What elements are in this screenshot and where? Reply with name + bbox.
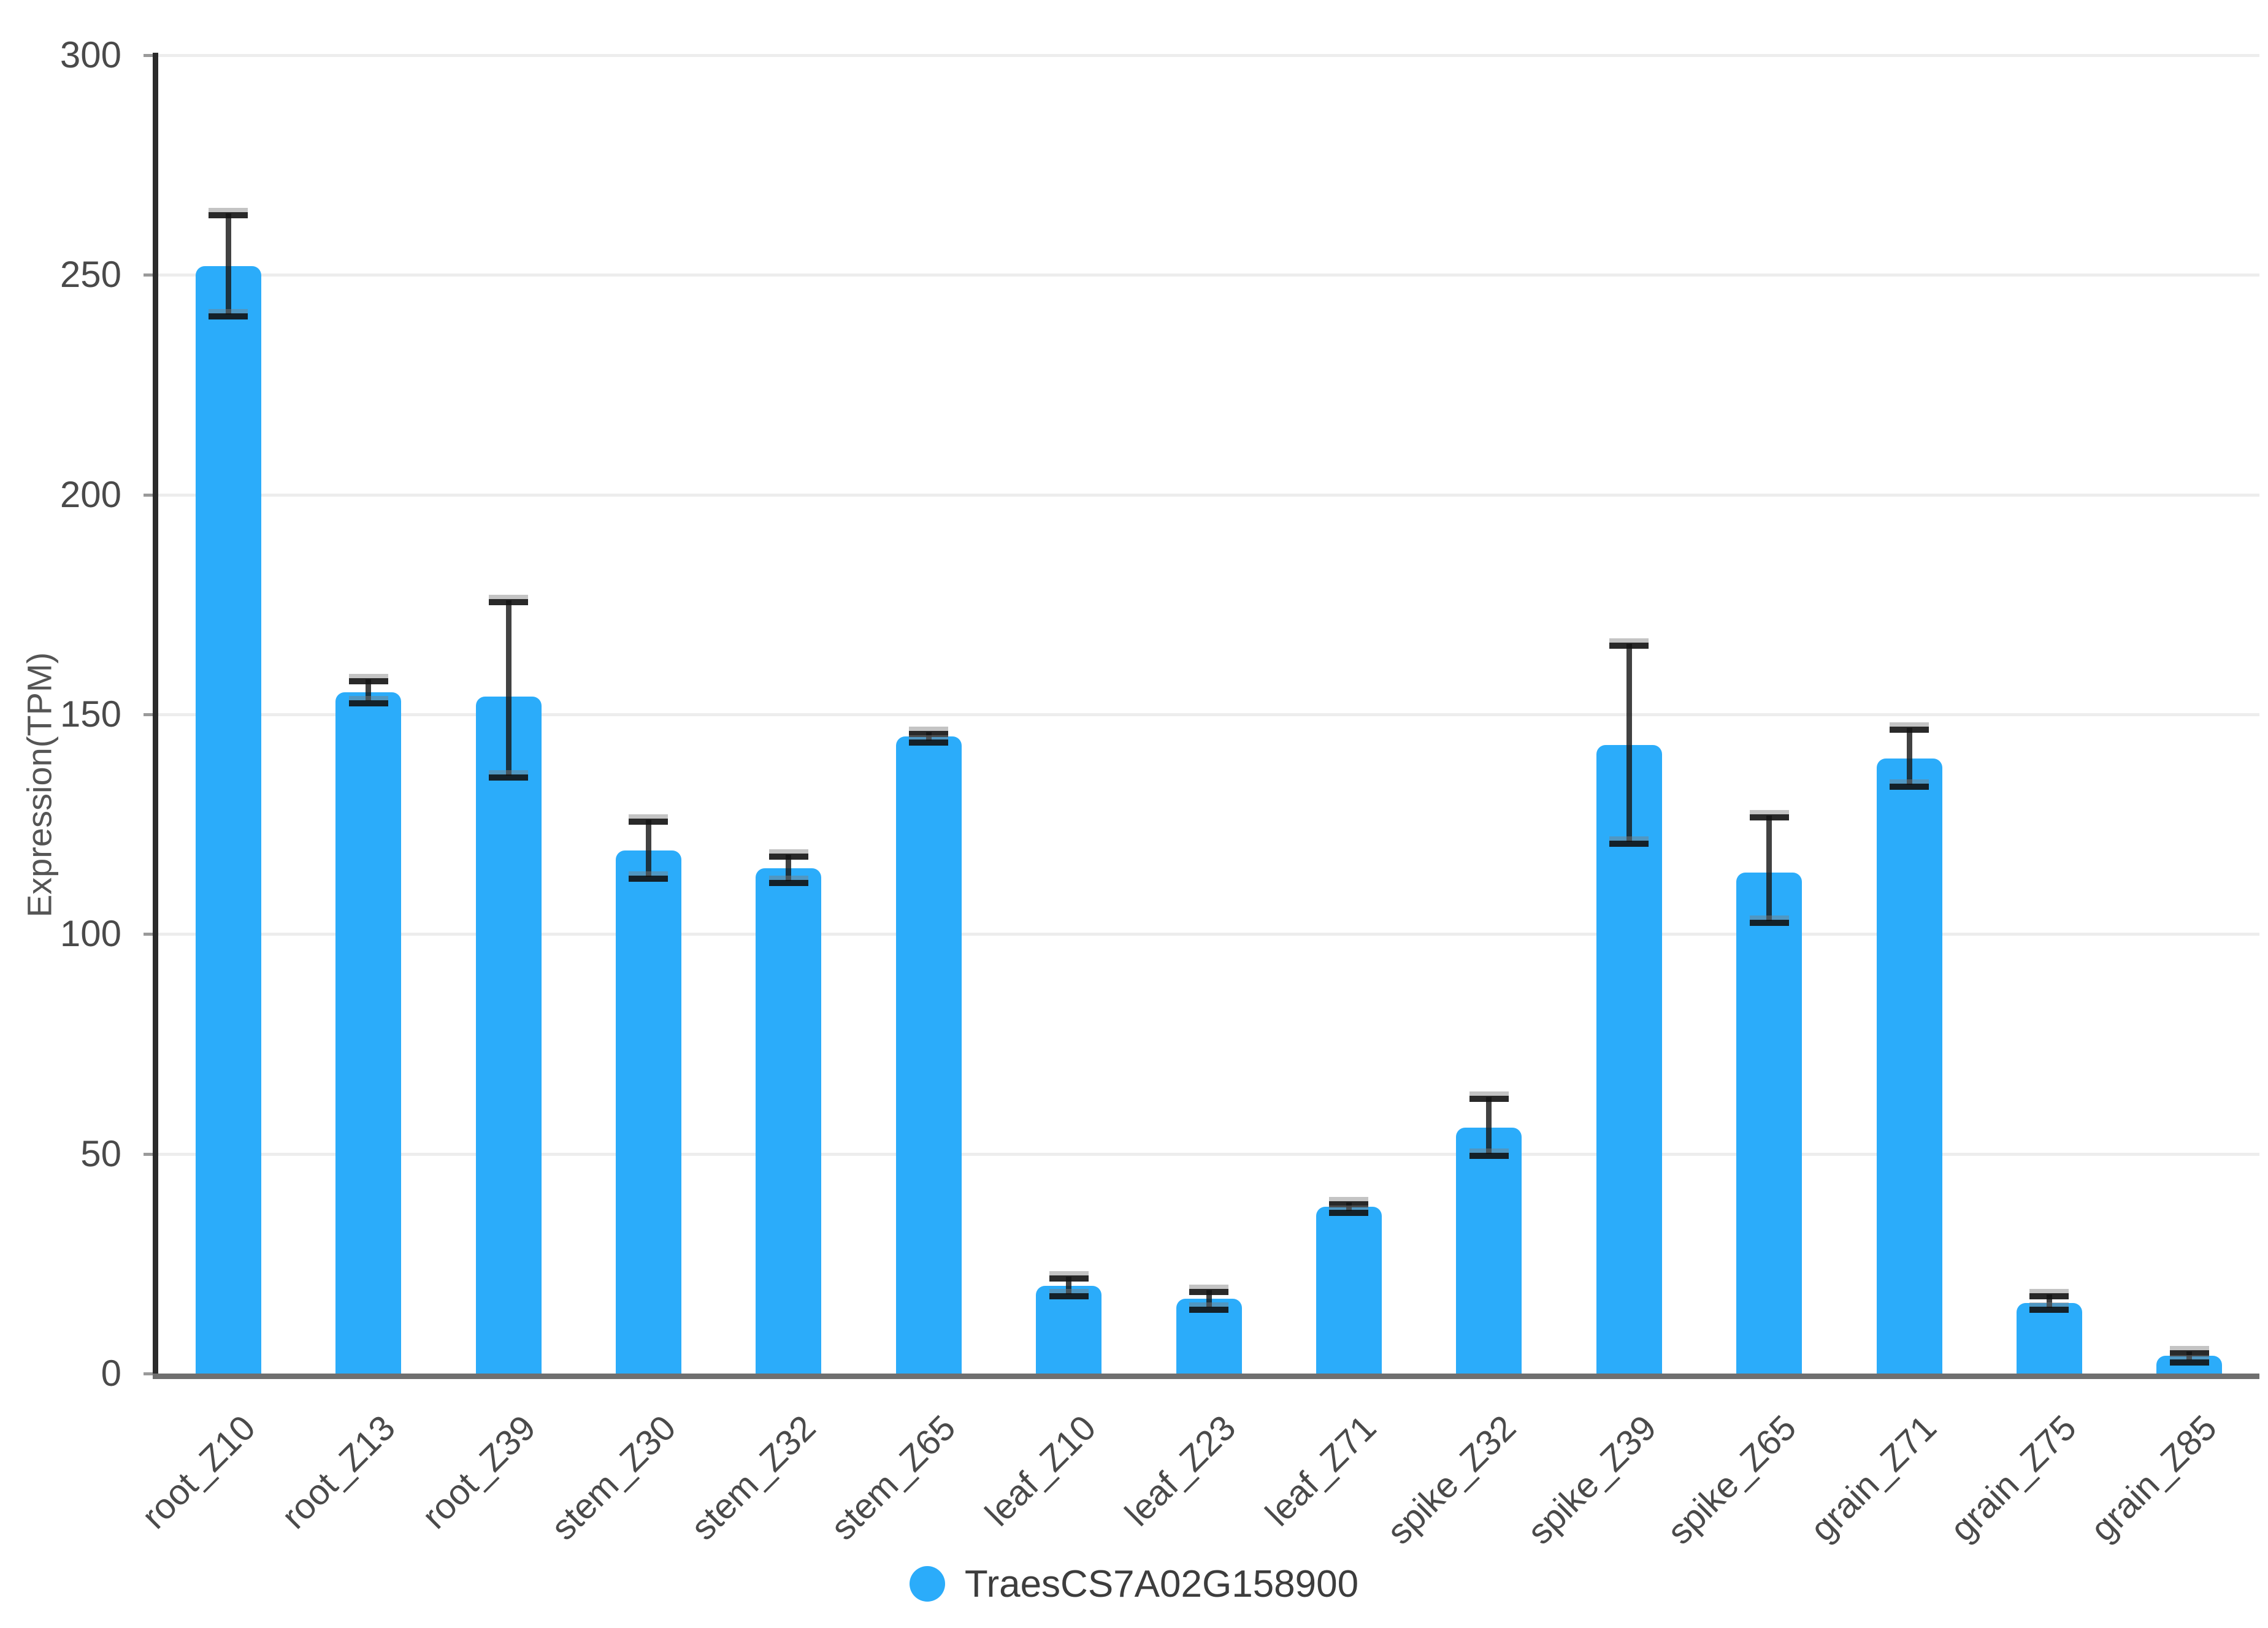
- x-tick-label-text: grain_Z85: [2082, 1407, 2224, 1550]
- x-tick-label-text: spike_Z39: [1519, 1407, 1664, 1552]
- x-tick-label-text: root_Z10: [134, 1407, 263, 1537]
- error-bar-cap-bottom: [629, 871, 669, 882]
- bar[interactable]: [2016, 1303, 2082, 1374]
- error-bar-cap-top: [2029, 1289, 2069, 1299]
- bar[interactable]: [1316, 1206, 1382, 1374]
- error-bar-whisker: [2046, 1294, 2052, 1308]
- error-bar-cap-bottom: [1189, 1302, 1228, 1313]
- y-axis-tick: [144, 1372, 153, 1375]
- x-tick-label-text: stem_Z32: [683, 1407, 824, 1548]
- error-bar-cap-bottom: [209, 308, 248, 319]
- x-tick-label-text: leaf_Z10: [977, 1407, 1104, 1534]
- y-tick-label: 150: [59, 694, 121, 735]
- x-tick-label-text: root_Z13: [274, 1407, 404, 1537]
- error-bar-cap-top: [209, 208, 248, 218]
- error-bar-whisker: [1066, 1277, 1072, 1294]
- error-bar-cap-top: [2169, 1346, 2209, 1357]
- y-tick-label: 250: [59, 254, 121, 296]
- bar[interactable]: [1036, 1285, 1102, 1374]
- error-bar-whisker: [225, 213, 231, 315]
- error-bar-cap-bottom: [2029, 1302, 2069, 1313]
- y-axis-tick: [144, 493, 153, 497]
- x-tick-label-text: leaf_Z23: [1117, 1407, 1244, 1534]
- x-tick-label-text: root_Z39: [414, 1407, 543, 1537]
- x-tick-label-text: grain_Z75: [1942, 1407, 2085, 1550]
- y-axis-tick: [144, 273, 153, 277]
- error-bar-whisker: [1486, 1096, 1492, 1154]
- bar[interactable]: [1596, 745, 1662, 1374]
- y-tick-label: 200: [59, 473, 121, 515]
- error-bar-cap-bottom: [1469, 1148, 1509, 1159]
- error-bar-cap-top: [768, 849, 808, 860]
- y-axis-tick: [144, 1152, 153, 1156]
- bar[interactable]: [1736, 873, 1803, 1374]
- y-tick-label: 100: [59, 913, 121, 955]
- legend-item[interactable]: TraesCS7A02G158900: [909, 1562, 1359, 1606]
- gridline: [158, 713, 2259, 716]
- error-bar-cap-bottom: [489, 770, 528, 781]
- y-axis-tick: [144, 713, 153, 716]
- error-bar-cap-top: [1749, 809, 1789, 820]
- error-bar-cap-top: [489, 594, 528, 605]
- legend-label: TraesCS7A02G158900: [964, 1562, 1359, 1605]
- error-bar-whisker: [505, 600, 511, 776]
- x-tick-label-text: stem_Z65: [823, 1407, 964, 1548]
- error-bar-cap-bottom: [1749, 915, 1789, 926]
- legend-marker-circle-icon: [909, 1566, 945, 1602]
- error-bar-cap-bottom: [768, 876, 808, 887]
- y-axis-tick: [144, 933, 153, 936]
- x-tick-label-text: leaf_Z71: [1257, 1407, 1384, 1534]
- error-bar-cap-top: [1329, 1196, 1369, 1207]
- error-bar-whisker: [1906, 727, 1912, 785]
- legend: TraesCS7A02G158900: [0, 1556, 2268, 1611]
- error-bar-whisker: [1626, 644, 1632, 842]
- error-bar-cap-bottom: [1609, 836, 1649, 847]
- bar[interactable]: [195, 266, 261, 1374]
- y-tick-label: 0: [101, 1353, 121, 1394]
- bar[interactable]: [1876, 758, 1942, 1374]
- y-axis-tick: [144, 54, 153, 57]
- error-bar-cap-top: [909, 726, 949, 737]
- bar[interactable]: [335, 692, 402, 1374]
- gridline: [158, 54, 2259, 57]
- gridline: [158, 273, 2259, 277]
- error-bar-whisker: [1766, 815, 1772, 921]
- error-bar-cap-bottom: [2169, 1355, 2209, 1366]
- y-tick-label: 300: [59, 34, 121, 75]
- error-bar-whisker: [366, 679, 372, 701]
- error-bar-cap-bottom: [348, 695, 388, 706]
- y-axis-line: [153, 53, 158, 1374]
- error-bar-cap-top: [1189, 1284, 1228, 1295]
- bar[interactable]: [1456, 1127, 1522, 1374]
- gridline: [158, 933, 2259, 936]
- x-tick-label-text: grain_Z71: [1803, 1407, 1944, 1550]
- error-bar-cap-top: [1469, 1091, 1509, 1102]
- error-bar-cap-top: [629, 814, 669, 825]
- bar[interactable]: [475, 697, 542, 1374]
- error-bar-whisker: [1206, 1290, 1212, 1308]
- error-bar-cap-bottom: [909, 735, 949, 746]
- error-bar-cap-bottom: [1890, 779, 1929, 790]
- error-bar-cap-bottom: [1329, 1205, 1369, 1216]
- x-tick-label-text: spike_Z65: [1660, 1407, 1804, 1552]
- error-bar-cap-top: [1049, 1271, 1089, 1282]
- gridline: [158, 493, 2259, 497]
- gridline: [158, 1152, 2259, 1156]
- y-tick-label: 50: [80, 1133, 121, 1174]
- bar[interactable]: [756, 868, 822, 1374]
- x-tick-label-text: stem_Z30: [543, 1407, 684, 1548]
- error-bar-cap-top: [1609, 638, 1649, 649]
- error-bar-cap-top: [1890, 722, 1929, 733]
- bar[interactable]: [895, 736, 962, 1374]
- error-bar-whisker: [645, 820, 651, 877]
- error-bar-cap-top: [348, 673, 388, 684]
- error-bar-whisker: [786, 855, 792, 882]
- x-tick-label-text: spike_Z32: [1379, 1407, 1524, 1552]
- bar[interactable]: [615, 850, 681, 1374]
- error-bar-cap-bottom: [1049, 1289, 1089, 1299]
- x-axis-line: [153, 1374, 2259, 1379]
